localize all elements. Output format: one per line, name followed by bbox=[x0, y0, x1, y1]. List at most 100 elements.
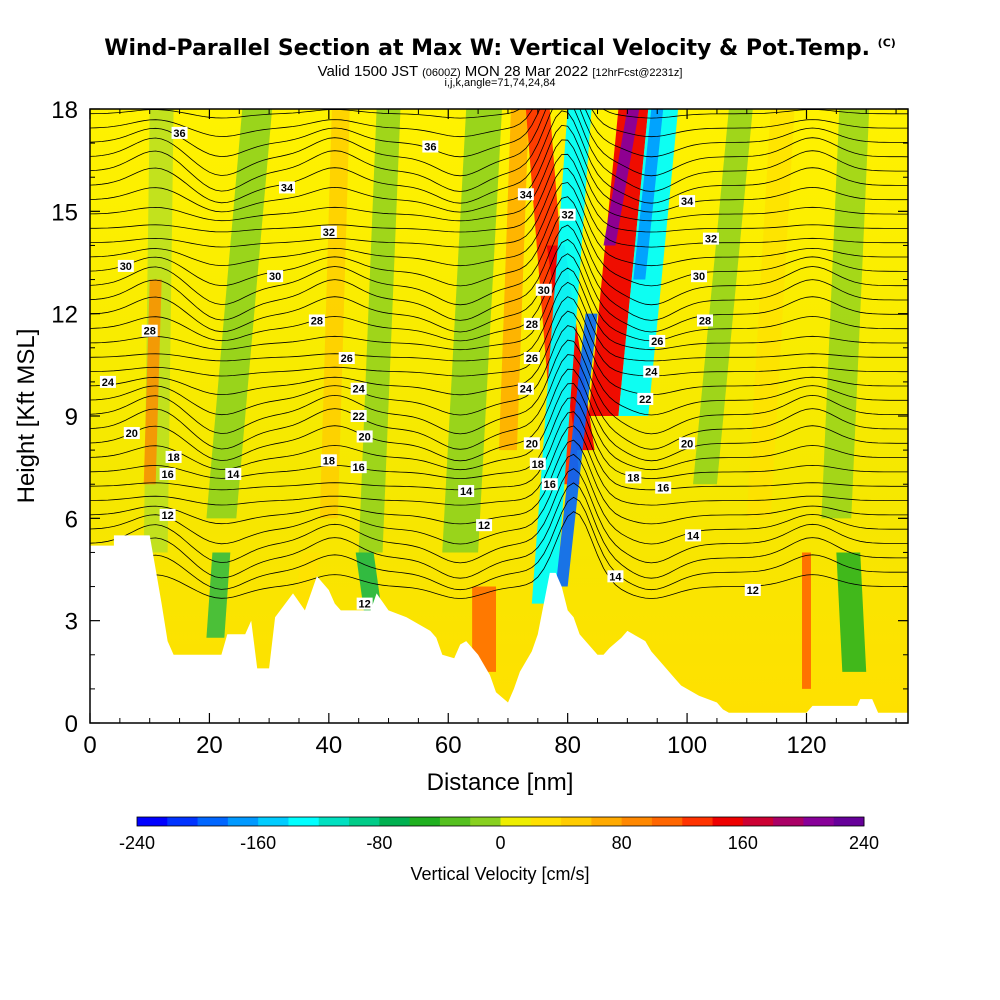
contour-label: 34 bbox=[517, 188, 534, 201]
colorbar-swatch bbox=[561, 817, 592, 826]
theta-contour bbox=[90, 10, 908, 92]
contour-label: 28 bbox=[523, 317, 540, 331]
x-axis-label: Distance [nm] bbox=[427, 769, 574, 796]
theta-contour bbox=[90, 24, 908, 103]
contour-label-background bbox=[99, 375, 116, 388]
contour-label: 12 bbox=[744, 583, 761, 597]
theta-contour bbox=[90, 109, 908, 192]
contour-label: 20 bbox=[523, 437, 540, 450]
velocity-band bbox=[603, 109, 640, 246]
contour-label-background bbox=[320, 225, 337, 238]
contour-label: 24 bbox=[350, 382, 367, 396]
contour-label: 18 bbox=[320, 454, 337, 467]
theta-contour bbox=[90, 167, 908, 248]
contour-label-text: 18 bbox=[323, 455, 335, 467]
contour-label-text: 26 bbox=[526, 353, 538, 365]
chart-indices: i,j,k,angle=71,74,24,84 bbox=[444, 77, 556, 89]
contour-label-text: 24 bbox=[645, 367, 658, 379]
x-tick-label: 40 bbox=[315, 732, 342, 759]
velocity-band bbox=[319, 109, 350, 519]
contour-label-text: 32 bbox=[705, 234, 717, 246]
theta-contour bbox=[90, 354, 908, 450]
chart-subtitle: Valid 1500 JST (0600Z) MON 28 Mar 2022 [… bbox=[0, 63, 1000, 80]
contour-label-text: 14 bbox=[460, 486, 473, 498]
colorbar-swatch bbox=[379, 817, 411, 826]
theta-contour bbox=[90, 425, 908, 506]
contour-label: 12 bbox=[159, 508, 176, 522]
contour-label-background bbox=[117, 259, 134, 272]
contour-label-text: 14 bbox=[687, 530, 700, 542]
colorbar-frame bbox=[136, 816, 865, 827]
theta-contour bbox=[90, 110, 908, 204]
theta-contour bbox=[90, 439, 908, 525]
contour-label: 32 bbox=[702, 232, 719, 246]
theta-contour bbox=[90, 196, 908, 287]
contour-label: 24 bbox=[643, 365, 660, 379]
contour-label-text: 30 bbox=[269, 271, 281, 283]
contour-label-background bbox=[625, 471, 642, 484]
contour-label-text: 24 bbox=[102, 377, 115, 389]
colorbar-swatch bbox=[197, 817, 229, 826]
x-tick-label: 60 bbox=[435, 732, 462, 759]
contour-label-background bbox=[517, 382, 534, 395]
x-tick-label: 80 bbox=[554, 732, 581, 759]
colorbar-swatch bbox=[773, 817, 804, 826]
contour-label-text: 36 bbox=[173, 128, 185, 140]
contour-label-text: 30 bbox=[120, 261, 132, 273]
contour-label: 30 bbox=[117, 259, 134, 273]
colorbar-swatch bbox=[288, 817, 320, 826]
contour-label: 36 bbox=[171, 126, 188, 140]
contour-label-background bbox=[123, 427, 140, 440]
contour-label: 30 bbox=[691, 270, 708, 283]
contour-label-text: 22 bbox=[353, 411, 365, 423]
contour-label: 24 bbox=[99, 375, 116, 389]
theta-contour bbox=[90, 109, 908, 158]
contour-label: 36 bbox=[422, 140, 439, 154]
velocity-band bbox=[442, 109, 502, 553]
theta-contour bbox=[90, 281, 908, 362]
contour-label: 28 bbox=[308, 314, 325, 327]
colorbar-tick-label: 160 bbox=[728, 833, 758, 853]
colorbar-swatch bbox=[349, 817, 380, 826]
contour-label-text: 36 bbox=[424, 142, 436, 154]
contour-label-text: 12 bbox=[359, 599, 371, 611]
contour-label-background bbox=[422, 140, 439, 153]
contour-label-text: 16 bbox=[161, 469, 173, 481]
contour-label-text: 12 bbox=[161, 510, 173, 522]
contour-label-text: 28 bbox=[311, 315, 323, 327]
contour-label-text: 20 bbox=[359, 431, 371, 443]
contour-label-text: 26 bbox=[341, 353, 353, 365]
contour-label: 12 bbox=[356, 597, 373, 611]
contour-label-background bbox=[691, 270, 708, 283]
contour-label-text: 32 bbox=[562, 210, 574, 222]
theta-contour bbox=[90, 267, 908, 351]
contour-label-background bbox=[679, 437, 696, 450]
contour-label-text: 14 bbox=[227, 469, 240, 481]
contour-label-background bbox=[523, 352, 540, 365]
velocity-band bbox=[802, 552, 811, 689]
colorbar-label: Vertical Velocity [cm/s] bbox=[410, 864, 589, 884]
x-tick-label: 0 bbox=[83, 732, 96, 759]
colorbar-swatch bbox=[803, 817, 835, 826]
forecast-info: [12hrFcst@2231z] bbox=[592, 67, 683, 79]
contour-label-background bbox=[685, 529, 702, 542]
colorbar-swatch bbox=[833, 817, 865, 826]
contour-label-background bbox=[541, 478, 558, 491]
contour-label-background bbox=[308, 314, 325, 327]
colorbar-swatch bbox=[409, 817, 441, 826]
contour-label-text: 16 bbox=[657, 483, 669, 495]
theta-contour bbox=[90, 368, 908, 462]
theta-contour bbox=[90, 182, 908, 267]
theta-contour bbox=[90, 253, 908, 342]
contour-label: 28 bbox=[141, 324, 158, 338]
colorbar: -240 -160 -80 0 80 160 240 bbox=[119, 816, 879, 853]
colorbar-tick-label: 80 bbox=[612, 833, 632, 853]
theta-contour bbox=[90, 453, 908, 545]
contour-label-background bbox=[523, 437, 540, 450]
contour-label-text: 16 bbox=[353, 462, 365, 474]
contour-label-background bbox=[356, 597, 373, 610]
contour-label-text: 32 bbox=[323, 227, 335, 239]
velocity-band bbox=[472, 586, 497, 672]
theta-contour bbox=[90, 124, 908, 213]
colorbar-swatch bbox=[742, 817, 774, 826]
